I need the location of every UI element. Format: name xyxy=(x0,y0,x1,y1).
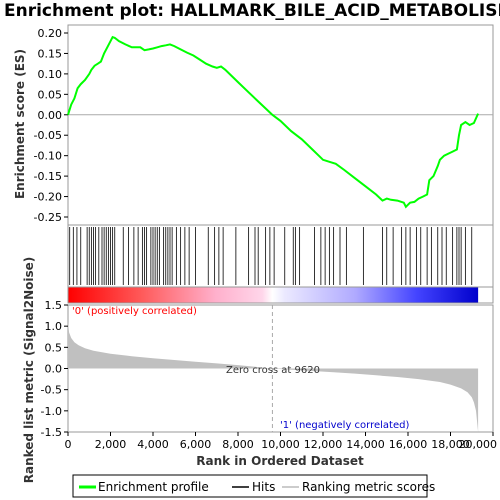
metric-ytick-label: 1.5 xyxy=(45,299,63,312)
positive-correlation-label: '0' (positively correlated) xyxy=(72,306,197,317)
metric-ytick-label: 0.0 xyxy=(45,363,63,376)
legend-metric-label: Ranking metric scores xyxy=(302,480,435,494)
chart-title: Enrichment plot: HALLMARK_BILE_ACID_META… xyxy=(4,1,500,21)
x-axis-label: Rank in Ordered Dataset xyxy=(196,454,364,468)
xtick-label: 6,000 xyxy=(180,438,212,451)
xtick-label: 10,000 xyxy=(261,438,300,451)
metric-ytick-label: 1.0 xyxy=(45,320,63,333)
metric-y-axis-label: Ranked list metric (Signal2Noise) xyxy=(22,257,36,484)
es-ytick-label: 0.10 xyxy=(38,68,63,81)
es-ytick-label: -0.15 xyxy=(34,170,62,183)
xtick-label: 0 xyxy=(65,438,72,451)
xtick-label: 16,000 xyxy=(389,438,428,451)
es-ytick-label: -0.25 xyxy=(34,211,62,224)
metric-y-axis-ticks: 1.5 1.0 0.5 0.0 -0.5 -1.0 -1.5 xyxy=(41,299,68,439)
es-ytick-label: 0.15 xyxy=(38,47,63,60)
es-panel-frame xyxy=(67,24,494,226)
metric-ytick-label: -1.0 xyxy=(41,405,62,418)
legend-enrichment-label: Enrichment profile xyxy=(98,480,209,494)
es-ytick-label: 0.05 xyxy=(38,88,63,101)
es-ytick-label: 0.00 xyxy=(38,109,63,122)
es-ytick-label: -0.20 xyxy=(34,191,62,204)
metric-ytick-label: -1.5 xyxy=(41,426,62,439)
xtick-label: 20,000 xyxy=(459,438,498,451)
legend-box xyxy=(72,474,428,498)
xtick-label: 2,000 xyxy=(95,438,127,451)
xtick-label: 12,000 xyxy=(304,438,343,451)
hits-marks xyxy=(69,227,473,285)
x-axis-ticks: 0 2,000 4,000 6,000 8,000 10,000 12,000 14,000 1… xyxy=(65,432,498,451)
negative-correlation-label: '1' (negatively correlated) xyxy=(280,420,409,431)
es-ytick-label: -0.05 xyxy=(34,129,62,142)
es-ytick-label: -0.10 xyxy=(34,150,62,163)
enrichment-profile-line xyxy=(67,35,480,209)
ranking-bar-frame xyxy=(67,286,494,304)
es-y-axis-ticks: 0.20 0.15 0.10 0.05 0.00 -0.05 -0.10 -0.15 -0.20… xyxy=(34,27,68,224)
xtick-label: 14,000 xyxy=(346,438,385,451)
zero-cross-label: Zero cross at 9620 xyxy=(226,365,320,376)
legend-hits-label: Hits xyxy=(252,480,275,494)
metric-ytick-label: -0.5 xyxy=(41,384,62,397)
xtick-label: 18,000 xyxy=(431,438,470,451)
ranking-colour-gradient xyxy=(68,287,479,303)
xtick-label: 8,000 xyxy=(222,438,254,451)
hits-panel-frame xyxy=(67,224,494,288)
ranking-colour-bar xyxy=(67,286,494,304)
xtick-label: 4,000 xyxy=(137,438,169,451)
metric-ytick-label: 0.5 xyxy=(45,341,63,354)
es-y-axis-label: Enrichment score (ES) xyxy=(13,49,27,199)
es-ytick-label: 0.20 xyxy=(38,27,63,40)
